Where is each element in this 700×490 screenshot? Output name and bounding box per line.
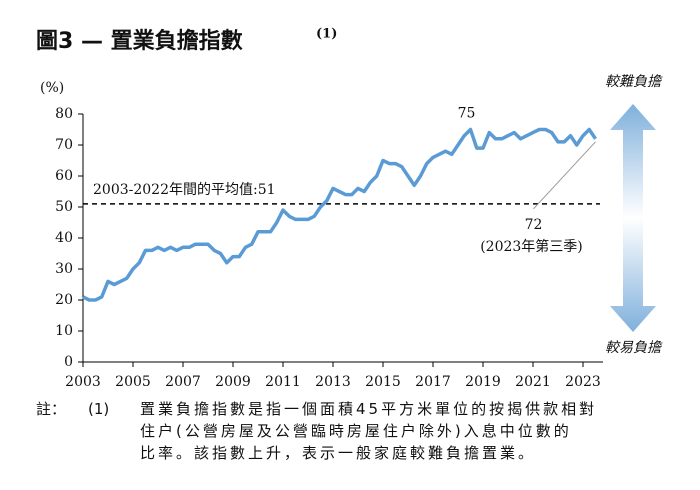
x-tick-label: 2015 (365, 374, 401, 390)
point-label: 72 (525, 217, 543, 233)
x-tick-label: 2003 (65, 374, 101, 390)
y-tick-label: 70 (55, 137, 73, 153)
x-tick-label: 2009 (215, 374, 251, 390)
y-tick-label: 40 (55, 230, 73, 246)
y-tick-label: 0 (64, 354, 73, 370)
chart-title: 圖3 — 置業負擔指數 (36, 28, 243, 54)
point-label: 75 (458, 106, 476, 122)
point-note: (2023年第三季) (480, 238, 583, 255)
footnote-line: 比率。該指數上升，表示一般家庭較難負擔置業。 (140, 444, 537, 462)
affordability-arrow (610, 104, 656, 332)
footnote-line: 置業負擔指數是指一個面積45平方米單位的按揭供款相對 (140, 400, 598, 418)
x-tick-label: 2007 (165, 374, 201, 390)
x-tick-label: 2021 (515, 374, 551, 390)
leader-line (533, 141, 596, 210)
y-tick-label: 20 (55, 292, 73, 308)
title-note: (1) (316, 27, 337, 42)
y-tick-label: 50 (55, 199, 73, 215)
y-axis-label: (%) (40, 80, 64, 96)
x-tick-label: 2019 (465, 374, 501, 390)
y-tick-label: 10 (55, 323, 73, 339)
chart: 圖3 — 置業負擔指數 (1) (%) 較難負擔 較易負擔 0 10 20 30 40 5… (36, 27, 663, 391)
x-tick-label: 2023 (565, 374, 601, 390)
bottom-label: 較易負擔 (605, 340, 663, 356)
average-label: 2003-2022年間的平均值:51 (93, 182, 276, 198)
top-label: 較難負擔 (605, 74, 663, 90)
y-tick-label: 80 (55, 106, 73, 122)
x-tick-label: 2013 (315, 374, 351, 390)
y-tick-label: 60 (55, 168, 73, 184)
series-line (82, 127, 597, 302)
footnote-number: (1) (88, 400, 110, 418)
x-tick-label: 2005 (115, 374, 151, 390)
y-tick-label: 30 (55, 261, 73, 277)
footnote-text: 置業負擔指數是指一個面積45平方米單位的按揭供款相對 住户(公營房屋及公營臨時房… (140, 398, 690, 464)
footnote-mark: 註： (36, 400, 67, 418)
x-tick-label: 2017 (415, 374, 451, 390)
x-tick-label: 2011 (265, 374, 301, 390)
footnote-line: 住户(公營房屋及公營臨時房屋住户除外)入息中位數的 (140, 422, 572, 440)
